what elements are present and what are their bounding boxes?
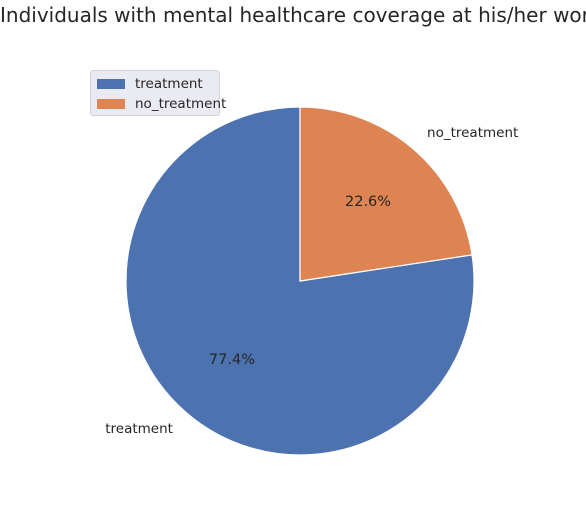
slice-label-treatment: treatment (105, 421, 173, 437)
legend-swatch-no-treatment (97, 99, 125, 109)
legend-item-no-treatment: no_treatment (97, 96, 226, 112)
legend-label-no-treatment: no_treatment (135, 96, 227, 112)
pie-slice-no-treatment (299, 106, 473, 282)
pie-labels: treatment 77.4% no_treatment 22.6% (105, 125, 518, 437)
legend-label-treatment: treatment (135, 76, 203, 92)
chart-title: Individuals with mental healthcare cover… (0, 3, 586, 27)
pct-label-treatment: 77.4% (209, 352, 255, 368)
slice-label-no-treatment: no_treatment (427, 125, 518, 141)
legend-item-treatment: treatment (97, 76, 203, 92)
pct-label-no-treatment: 22.6% (345, 194, 391, 210)
pie-slices (125, 106, 475, 456)
legend-swatch-treatment (97, 79, 125, 89)
legend: treatment no_treatment (90, 70, 226, 116)
